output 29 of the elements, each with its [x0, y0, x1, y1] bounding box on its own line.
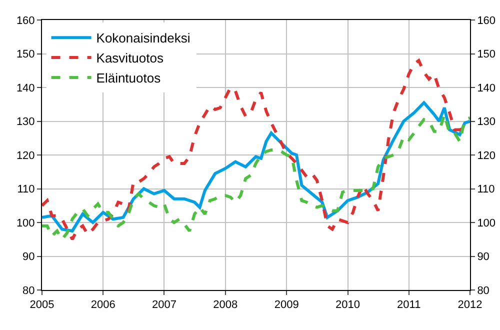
- x-tick-label: 2012: [458, 299, 482, 312]
- y-tick-label: 120: [16, 150, 35, 162]
- legend-label: Eläintuotos: [96, 70, 162, 86]
- y-tick-label: 80: [22, 284, 35, 297]
- y2-tick-label: 120: [477, 150, 496, 162]
- x-tick-label: 2006: [90, 299, 116, 312]
- y2-tick-label: 160: [477, 14, 496, 27]
- y2-tick-label: 150: [477, 48, 496, 61]
- y-tick-label: 140: [16, 82, 35, 94]
- y-tick-label: 160: [16, 14, 35, 27]
- y-tick-label: 100: [16, 217, 35, 230]
- x-tick-label: 2007: [152, 299, 176, 312]
- legend-label: Kasvituotos: [96, 50, 164, 66]
- x-tick-label: 2011: [397, 299, 421, 312]
- y2-tick-label: 80: [477, 284, 490, 297]
- x-tick-label: 2009: [274, 299, 299, 312]
- y2-tick-label: 140: [477, 82, 496, 94]
- y-tick-label: 90: [22, 251, 35, 264]
- x-tick-label: 2005: [30, 299, 54, 312]
- legend-label: Kokonaisindeksi: [96, 30, 190, 46]
- y2-tick-label: 130: [477, 116, 496, 128]
- y-tick-label: 150: [16, 48, 35, 61]
- y2-tick-label: 90: [477, 251, 490, 264]
- y-tick-label: 110: [17, 184, 35, 196]
- y2-tick-label: 110: [477, 184, 495, 196]
- x-tick-label: 2008: [213, 299, 238, 312]
- x-tick-label: 2010: [336, 299, 360, 312]
- y2-tick-label: 100: [477, 217, 496, 230]
- y-tick-label: 130: [16, 116, 35, 128]
